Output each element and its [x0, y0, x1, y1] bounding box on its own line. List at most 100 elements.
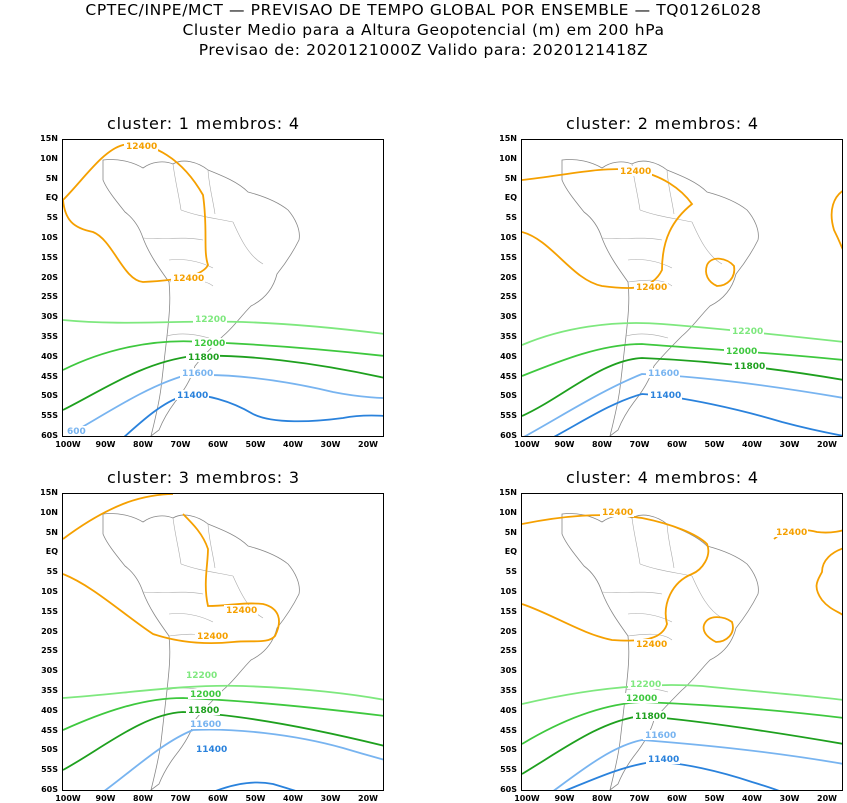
contour-12000	[522, 343, 842, 377]
contour-12200	[522, 322, 842, 346]
country-border	[691, 575, 723, 619]
country-border	[666, 523, 675, 569]
latitude-label: 5S	[505, 213, 517, 223]
longitude-label: 70W	[629, 440, 650, 449]
latitude-label: 15N	[40, 134, 58, 143]
contour-label: 12200	[186, 671, 217, 681]
country-border	[627, 259, 673, 269]
longitude-label: 90W	[95, 794, 116, 803]
contour-label-bg	[188, 689, 222, 699]
latitude-label: 50S	[500, 391, 517, 401]
latitude-label: 35S	[41, 332, 58, 341]
latitude-label: 15N	[499, 488, 517, 497]
header-line-1: CPTEC/INPE/MCT — PREVISAO DE TEMPO GLOBA…	[85, 1, 762, 19]
longitude-label: 30W	[320, 794, 341, 803]
latitude-label: 10N	[40, 153, 58, 163]
contour-label-bg	[600, 507, 634, 517]
country-border	[691, 221, 723, 265]
contour-label: 12400	[197, 632, 228, 642]
latitude-label: 10S	[500, 233, 517, 242]
contour-label: 600	[67, 427, 86, 437]
longitude-label: 80W	[592, 794, 612, 803]
latitude-label: EQ	[45, 547, 58, 557]
latitude-label: 50S	[500, 745, 517, 755]
latitude-label: 10S	[500, 587, 517, 596]
country-border	[207, 523, 216, 569]
latitude-label: 20S	[500, 272, 517, 282]
longitude-label: 90W	[554, 794, 575, 803]
contour-label-bg	[171, 273, 205, 283]
contour-12400	[830, 190, 842, 250]
longitude-label: 40W	[283, 440, 303, 449]
latitude-label: EQ	[45, 193, 58, 203]
contour-12400	[63, 513, 280, 644]
map-frame: 12400 12400 12200 12000 11800 11600 11400 600	[62, 139, 384, 437]
map-panel-1: 12400 12400 12200 12000 11800 11600 11400 600 15…	[40, 135, 384, 449]
longitude-label: 70W	[629, 794, 650, 803]
header-line-3: Previsao de: 2020121000Z Valido para: 20…	[198, 41, 649, 59]
map-canvas: 12400 12400 12400 12200 12000 11800 11600 11400	[522, 507, 842, 790]
contour-label: 11800	[188, 706, 219, 716]
latitude-label: 15S	[500, 252, 517, 262]
contour-11600	[553, 739, 842, 790]
map-panel-2: 12400 12400 12200 12000 11800 11600 11400 15N 10…	[499, 135, 843, 449]
contour-label: 12400	[776, 528, 807, 538]
latitude-label: 45S	[41, 725, 58, 735]
longitude-label: 70W	[170, 440, 191, 449]
contour-label: 12400	[173, 274, 204, 284]
latitude-label: 25S	[500, 646, 517, 656]
latitude-label: 5S	[505, 567, 517, 577]
contour-12400	[705, 257, 736, 287]
map-canvas: 12400 12400 12200 12000 11800 11600 11400	[63, 494, 383, 790]
contour-label: 12200	[630, 680, 661, 690]
contour-label-bg	[184, 670, 218, 680]
contour-label-bg	[195, 631, 229, 641]
contour-12400	[63, 494, 174, 540]
country-border	[631, 517, 641, 565]
contour-label: 11400	[648, 755, 679, 765]
longitude-label: 20W	[358, 440, 378, 449]
latitude-label: 15N	[499, 134, 517, 143]
latitude-label: 10N	[499, 507, 517, 517]
contour-label: 11400	[196, 745, 227, 755]
longitude-label: 50W	[245, 440, 266, 449]
contour-label: 11600	[645, 731, 676, 741]
contour-label: 12400	[620, 167, 651, 177]
latitude-label: 45S	[500, 371, 517, 381]
country-border	[627, 279, 673, 287]
contour-label: 12200	[195, 315, 226, 325]
country-border	[232, 575, 264, 619]
contour-11800	[63, 711, 383, 771]
contour-11400	[564, 761, 780, 790]
latitude-label: 50S	[41, 391, 58, 401]
header-line-2: Cluster Medio para a Altura Geopotencial…	[182, 21, 665, 39]
contour-11800	[522, 357, 842, 417]
country-border	[142, 591, 204, 595]
latitude-label: 60S	[41, 785, 58, 794]
contour-label: 11800	[188, 353, 219, 363]
country-border	[166, 333, 210, 339]
contour-label-bg	[186, 705, 220, 715]
latitude-label: 25S	[500, 292, 517, 302]
country-border	[639, 209, 693, 223]
contour-label-bg	[186, 352, 220, 362]
latitude-label: 55S	[500, 411, 517, 421]
latitude-label: 10S	[41, 233, 58, 242]
latitude-label: 35S	[41, 686, 58, 695]
map-frame: 12400 12400 12200 12000 11800 11600 11400	[521, 139, 843, 437]
latitude-label: 5S	[46, 213, 58, 223]
latitude-label: 15S	[500, 606, 517, 616]
panel-3-title: cluster: 3 membros: 3	[107, 468, 300, 487]
contour-label-bg	[646, 754, 680, 764]
longitude-label: 90W	[95, 440, 116, 449]
header: CPTEC/INPE/MCT — PREVISAO DE TEMPO GLOBA…	[0, 0, 847, 60]
contour-12400	[63, 143, 209, 283]
contour-12200	[522, 684, 842, 705]
map-canvas: 12400 12400 12200 12000 11800 11600 11400 600	[63, 141, 383, 437]
latitude-label: 55S	[500, 765, 517, 775]
contour-label: 11600	[182, 369, 213, 379]
contour-label-bg	[634, 282, 668, 292]
longitude-label: 20W	[358, 794, 378, 803]
panel-2-title: cluster: 2 membros: 4	[566, 114, 759, 133]
contour-label-bg	[732, 361, 766, 371]
